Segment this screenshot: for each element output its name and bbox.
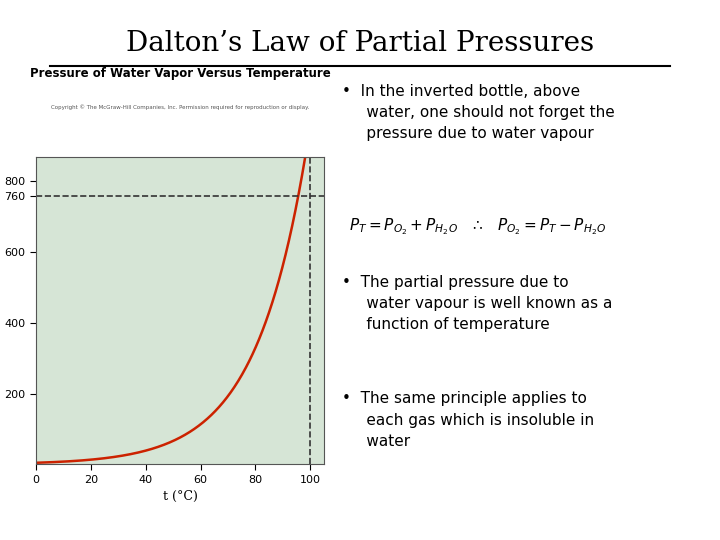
Text: Pressure of Water Vapor Versus Temperature: Pressure of Water Vapor Versus Temperatu…: [30, 68, 330, 80]
X-axis label: t (°C): t (°C): [163, 490, 197, 503]
Text: •  The partial pressure due to
     water vapour is well known as a
     functio: • The partial pressure due to water vapo…: [342, 275, 613, 333]
Text: Copyright © The McGraw-Hill Companies, Inc. Permission required for reproduction: Copyright © The McGraw-Hill Companies, I…: [51, 104, 309, 110]
Text: Dalton’s Law of Partial Pressures: Dalton’s Law of Partial Pressures: [126, 30, 594, 57]
Text: •  In the inverted bottle, above
     water, one should not forget the
     pres: • In the inverted bottle, above water, o…: [342, 84, 615, 141]
Text: •  The same principle applies to
     each gas which is insoluble in
     water: • The same principle applies to each gas…: [342, 392, 594, 449]
Text: $P_T = P_{O_2} + P_{H_2O}$$\;\;\;\therefore\;\;\;$$P_{O_2} = P_T - P_{H_2O}$: $P_T = P_{O_2} + P_{H_2O}$$\;\;\;\theref…: [349, 216, 606, 237]
